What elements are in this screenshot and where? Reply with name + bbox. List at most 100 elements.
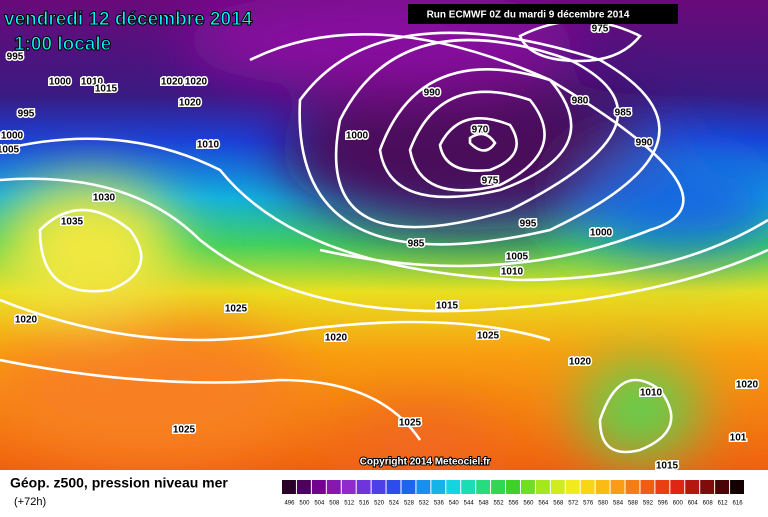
scale-label: 496: [284, 501, 295, 507]
isobar-label: 985: [615, 108, 632, 119]
date: vendredi 12 décembre 2014: [4, 9, 253, 30]
isobar-label: 990: [636, 138, 653, 149]
isobar-label: 995: [520, 219, 537, 230]
scale-swatch: [431, 480, 446, 494]
isobar-label: 995: [7, 52, 24, 63]
isobar-label: 1005: [0, 145, 20, 156]
isobar-label: 1015: [95, 84, 118, 95]
isobar-label: 975: [482, 176, 499, 187]
isobar-label: 1010: [501, 267, 524, 278]
scale-swatch: [311, 480, 326, 494]
scale-label: 552: [494, 501, 505, 507]
isobar-label: 1010: [197, 140, 220, 151]
isobar-label: 1020: [161, 77, 184, 88]
scale-label: 504: [314, 501, 325, 507]
scale-swatch: [640, 480, 655, 494]
isobar-label: 1015: [436, 301, 459, 312]
isobar-label: 970: [472, 125, 489, 136]
isobar-label: 1015: [656, 461, 679, 472]
isobar-label: 1025: [173, 425, 196, 436]
scale-swatch: [461, 480, 476, 494]
scale-label: 564: [538, 501, 549, 507]
scale-swatch: [446, 480, 461, 494]
isobar-label: 1010: [81, 77, 104, 88]
scale-swatch: [610, 480, 625, 494]
scale-swatch: [326, 480, 341, 494]
isobar-label: 1000: [49, 77, 72, 88]
scale-swatch: [416, 480, 431, 494]
scale-swatch: [341, 480, 356, 494]
scale-swatch: [282, 480, 296, 494]
scale-label: 560: [523, 501, 534, 507]
scale-swatch: [685, 480, 700, 494]
scale-label: 616: [733, 501, 744, 507]
scale-label: 532: [419, 501, 430, 507]
field: [0, 0, 768, 470]
isobar-label: 1025: [477, 331, 500, 342]
scale-label: 528: [404, 501, 415, 507]
isobar-label: 990: [424, 88, 441, 99]
lead-time: (+72h): [14, 496, 46, 508]
scale-swatch: [565, 480, 580, 494]
isobar-label: 1030: [93, 193, 116, 204]
scale-label: 596: [658, 501, 669, 507]
scale-label: 556: [508, 501, 519, 507]
scale-label: 572: [568, 501, 579, 507]
isobar-label: 1020: [736, 380, 759, 391]
scale-label: 568: [553, 501, 564, 507]
isobar-label: 1020: [185, 77, 208, 88]
scale-swatch: [730, 480, 744, 494]
run-info: Run ECMWF 0Z du mardi 9 décembre 2014: [427, 10, 630, 21]
isobar-label: 1025: [399, 418, 422, 429]
isobar-label: 1010: [640, 388, 663, 399]
scale-label: 588: [628, 501, 639, 507]
scale-label: 580: [598, 501, 609, 507]
scale-label: 592: [643, 501, 654, 507]
isobar-labels: 9951000101010151020102010209951000100510…: [0, 22, 760, 473]
isobar-label: 1020: [179, 98, 202, 109]
scale-swatch: [580, 480, 595, 494]
footer-title: Géop. z500, pression niveau mer: [10, 475, 228, 491]
isobar-label: 1005: [506, 252, 529, 263]
isobar-label: 1000: [346, 131, 369, 142]
scale-label: 524: [389, 501, 400, 507]
scale-swatch: [550, 480, 565, 494]
scale-label: 516: [359, 501, 370, 507]
isobar-label: 1025: [225, 304, 248, 315]
isobar-label: 1000: [590, 228, 613, 239]
scale-swatch: [670, 480, 685, 494]
scale-swatch: [520, 480, 535, 494]
isobar-label: 1020: [569, 357, 592, 368]
scale-label: 540: [449, 501, 460, 507]
isobar-label: 1020: [325, 333, 348, 344]
color-scale: 496 500 504 508 512 516 520 524 528 532 536 540 544 5…: [282, 480, 744, 507]
scale-swatch: [356, 480, 371, 494]
isobar-label: 995: [18, 109, 35, 120]
scale-label: 612: [718, 501, 729, 507]
copyright: Copyright 2014 Meteociel.fr: [360, 457, 491, 468]
scale-label: 500: [299, 501, 310, 507]
scale-label: 576: [583, 501, 594, 507]
scale-label: 604: [688, 501, 699, 507]
scale-swatch: [535, 480, 550, 494]
time: 1:00 locale: [14, 34, 111, 55]
scale-swatch: [625, 480, 640, 494]
isobar-label: 101: [730, 433, 747, 444]
scale-swatch: [655, 480, 670, 494]
scale-swatch: [371, 480, 386, 494]
scale-swatch: [401, 480, 416, 494]
scale-swatch: [386, 480, 401, 494]
scale-label: 520: [374, 501, 385, 507]
isobar-label: 1020: [15, 315, 38, 326]
isobar-label: 980: [572, 96, 589, 107]
scale-label: 508: [329, 501, 340, 507]
run-banner: [408, 4, 678, 24]
scale-swatch: [715, 480, 730, 494]
scale-swatch: [296, 480, 311, 494]
scale-label: 512: [344, 501, 355, 507]
isobar-label: 1000: [1, 131, 24, 142]
scale-swatch: [476, 480, 491, 494]
isobar-label: 985: [408, 239, 425, 250]
scale-swatch: [491, 480, 506, 494]
